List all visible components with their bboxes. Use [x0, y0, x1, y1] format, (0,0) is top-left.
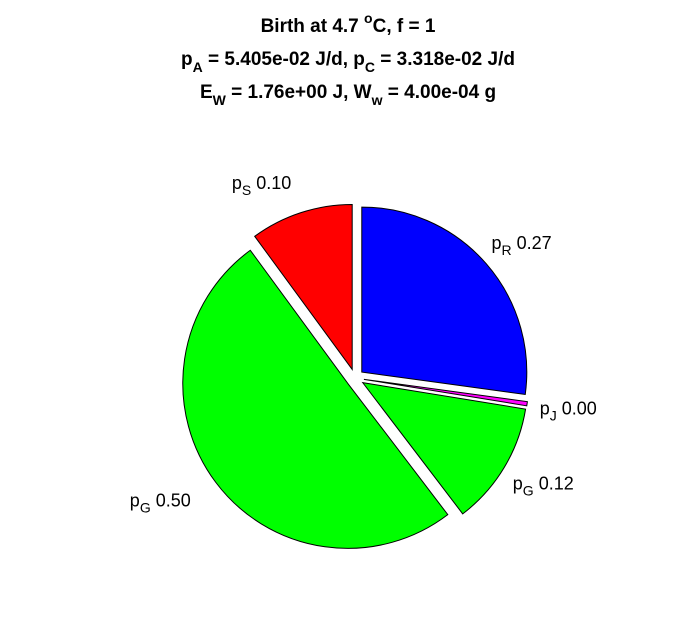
title-text: = 4.00e-04 g	[383, 82, 497, 103]
label-name: p	[540, 398, 550, 418]
title-text: = 5.405e-02 J/d, p	[203, 49, 365, 70]
label-sub: G	[140, 500, 151, 516]
label-name: p	[491, 233, 501, 253]
slice-label: pJ 0.00	[540, 398, 597, 423]
slice-label: pS 0.10	[232, 173, 291, 198]
label-value: 0.12	[539, 473, 574, 493]
pie-slice	[182, 249, 449, 549]
slice-label: pG 0.12	[513, 473, 574, 498]
slice-label: pR 0.27	[491, 233, 551, 258]
slice-label: pG 0.50	[130, 491, 191, 516]
label-value: 0.27	[517, 233, 552, 253]
pie-slice	[361, 381, 527, 515]
title-text: Birth at 4.7	[261, 16, 364, 37]
title-text: o	[364, 10, 373, 26]
label-name: p	[513, 473, 523, 493]
label-sub: J	[550, 407, 557, 423]
label-name: p	[232, 173, 242, 193]
title-text: C, f = 1	[373, 16, 436, 37]
label-sub: G	[523, 482, 534, 498]
chart-title: Birth at 4.7 oC, f = 1	[261, 10, 436, 37]
pie-slice	[363, 378, 528, 407]
label-value: 0.00	[562, 398, 597, 418]
title-text: p	[181, 49, 193, 70]
title-text: C	[365, 59, 375, 75]
chart-title: pA = 5.405e-02 J/d, pC = 3.318e-02 J/d	[181, 49, 515, 75]
title-text: w	[371, 92, 383, 108]
pie-slice	[361, 206, 528, 396]
title-text: E	[200, 82, 213, 103]
title-text: = 3.318e-02 J/d	[375, 49, 515, 70]
pie-slice	[254, 203, 353, 371]
label-sub: S	[242, 182, 251, 198]
title-text: = 1.76e+00 J, W	[226, 82, 372, 103]
title-text: A	[193, 59, 203, 75]
label-name: p	[130, 491, 140, 511]
chart-title: EW = 1.76e+00 J, Ww = 4.00e-04 g	[200, 82, 496, 108]
label-sub: R	[501, 242, 511, 258]
title-text: W	[213, 92, 227, 108]
label-value: 0.50	[156, 491, 191, 511]
label-value: 0.10	[256, 173, 291, 193]
